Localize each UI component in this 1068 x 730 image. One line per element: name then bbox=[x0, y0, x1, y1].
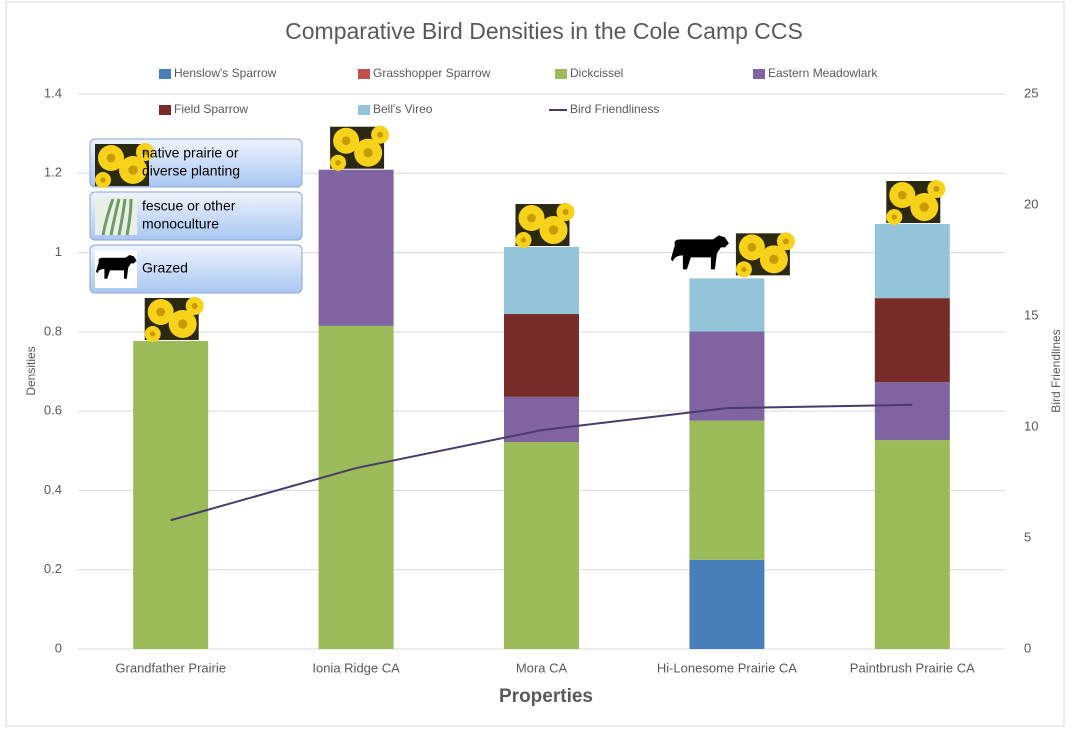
key-label: Grazed bbox=[142, 260, 188, 276]
legend-label: Eastern Meadowlark bbox=[768, 66, 878, 80]
center bbox=[933, 186, 940, 193]
bar-segment bbox=[504, 247, 579, 315]
legend-swatch bbox=[159, 69, 171, 79]
y2-tick-label: 10 bbox=[1024, 418, 1038, 433]
flower-icon bbox=[886, 180, 946, 226]
x-tick-label: Hi-Lonesome Prairie CA bbox=[657, 660, 797, 675]
y-tick-label: 0.2 bbox=[44, 561, 62, 576]
key-box bbox=[89, 244, 303, 294]
bar-segment bbox=[874, 440, 950, 649]
bar-segment bbox=[689, 559, 765, 649]
cow-shape bbox=[670, 235, 729, 270]
y2-axis-title: Bird Friendlines bbox=[1049, 329, 1063, 412]
grass-blade bbox=[117, 198, 127, 236]
center bbox=[562, 209, 569, 216]
x-tick-label: Grandfather Prairie bbox=[115, 660, 226, 675]
y-tick-label: 0.8 bbox=[44, 323, 62, 338]
key-label: monoculture bbox=[142, 216, 219, 232]
x-tick-label: Ionia Ridge CA bbox=[312, 660, 400, 675]
center bbox=[891, 214, 897, 220]
y-tick-label: 0 bbox=[55, 640, 62, 655]
legend-label: Dickcissel bbox=[570, 66, 623, 80]
legend-label: Field Sparrow bbox=[174, 102, 248, 116]
x-tick-label: Mora CA bbox=[516, 660, 568, 675]
center bbox=[178, 319, 188, 329]
legend-swatch bbox=[358, 69, 370, 79]
legend-label: Bell's Vireo bbox=[373, 102, 433, 116]
bar-segment bbox=[133, 340, 209, 649]
bar-segment bbox=[504, 314, 579, 397]
key-label: fescue or other bbox=[142, 198, 236, 214]
center bbox=[919, 202, 929, 212]
y2-tick-label: 20 bbox=[1024, 196, 1038, 211]
grass-blade bbox=[125, 198, 133, 236]
center bbox=[527, 213, 536, 223]
line-series bbox=[170, 403, 913, 522]
flower-icon bbox=[515, 203, 575, 249]
center bbox=[142, 149, 148, 155]
y2-tick-label: 5 bbox=[1024, 529, 1031, 544]
grass-blade bbox=[101, 198, 115, 236]
x-tick-label: Paintbrush Prairie CA bbox=[850, 660, 975, 675]
flower-icon bbox=[144, 296, 204, 342]
bar-segment bbox=[504, 442, 579, 649]
legend-label: Bird Friendliness bbox=[570, 102, 659, 116]
center bbox=[747, 243, 757, 252]
chart-title: Comparative Bird Densities in the Cole C… bbox=[285, 18, 803, 44]
center bbox=[897, 190, 907, 200]
grass-icon bbox=[95, 197, 137, 236]
grass-blade bbox=[109, 198, 121, 236]
center bbox=[377, 131, 384, 138]
center bbox=[191, 302, 198, 309]
flower-icon bbox=[330, 125, 390, 171]
y-tick-label: 0.4 bbox=[44, 482, 62, 497]
center bbox=[363, 148, 373, 158]
center bbox=[150, 331, 156, 337]
center bbox=[782, 238, 789, 245]
center bbox=[769, 254, 779, 265]
y2-tick-label: 0 bbox=[1024, 640, 1031, 655]
y-axis-title: Densities bbox=[24, 346, 38, 395]
bar-segment bbox=[874, 224, 950, 299]
bar-segment bbox=[318, 325, 394, 649]
center bbox=[335, 160, 341, 166]
center bbox=[156, 307, 166, 317]
y2-tick-label: 15 bbox=[1024, 307, 1038, 322]
key-label: diverse planting bbox=[142, 163, 240, 179]
cow-icon bbox=[670, 235, 729, 270]
legend-label: Grasshopper Sparrow bbox=[373, 66, 491, 80]
y2-tick-label: 25 bbox=[1024, 85, 1038, 100]
center bbox=[741, 266, 747, 273]
legend-swatch bbox=[555, 69, 567, 79]
bar-segment bbox=[318, 169, 394, 326]
center bbox=[341, 136, 351, 146]
center bbox=[106, 153, 116, 163]
flower-icon bbox=[95, 143, 154, 188]
y-tick-label: 0.6 bbox=[44, 403, 62, 418]
cow-icon bbox=[96, 255, 137, 279]
center bbox=[520, 237, 527, 243]
legend-label: Henslow's Sparrow bbox=[174, 66, 277, 80]
center bbox=[100, 177, 106, 183]
bar-segment bbox=[689, 278, 765, 332]
y-tick-label: 1 bbox=[55, 244, 62, 259]
key-label: native prairie or bbox=[142, 145, 239, 161]
bar-segment bbox=[874, 298, 950, 383]
legend-swatch bbox=[159, 105, 171, 115]
bar-segment bbox=[874, 382, 950, 441]
legend-swatch bbox=[753, 69, 765, 79]
cow-shape bbox=[96, 255, 137, 279]
x-axis-title: Properties bbox=[499, 686, 593, 707]
y-tick-label: 1.2 bbox=[44, 165, 62, 180]
center bbox=[548, 225, 559, 235]
y-tick-label: 1.4 bbox=[44, 85, 62, 100]
flower-icon bbox=[735, 232, 795, 278]
legend-swatch bbox=[358, 105, 370, 115]
bar-segment bbox=[689, 420, 765, 560]
center bbox=[128, 165, 138, 175]
bar-segment bbox=[689, 331, 765, 421]
key-box bbox=[89, 191, 303, 241]
